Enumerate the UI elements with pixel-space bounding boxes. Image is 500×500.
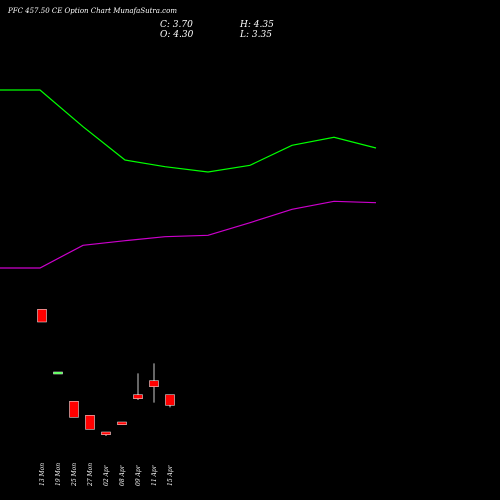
x-tick-label: 15 Apr <box>167 464 174 486</box>
candle-2 <box>53 371 63 375</box>
candle-body <box>85 415 95 430</box>
candle-1 <box>37 309 47 323</box>
low-readout: L: 3.35 <box>240 30 272 40</box>
candle-5 <box>101 431 111 436</box>
high-value: 4.35 <box>253 20 274 30</box>
x-tick-label: 13 Mon <box>39 463 46 486</box>
candle-3 <box>69 401 79 418</box>
x-tick-label: 19 Mon <box>55 463 62 486</box>
high-label: H: <box>240 20 251 30</box>
open-label: O: <box>160 30 171 40</box>
close-label: C: <box>160 20 170 30</box>
open-readout: O: 4.30 <box>160 30 193 40</box>
x-tick-label: 09 Apr <box>135 464 142 486</box>
candle-body <box>133 394 143 399</box>
low-value: 3.35 <box>251 30 272 40</box>
candle-8 <box>149 363 159 403</box>
x-tick-label: 11 Apr <box>151 464 158 486</box>
chart-title: PFC 457.50 CE Option Chart MunafaSutra.c… <box>8 7 177 15</box>
candle-body <box>53 371 63 375</box>
candle-body <box>37 309 47 323</box>
x-tick-label: 02 Apr <box>103 464 110 486</box>
indicator-line-2 <box>0 200 377 269</box>
high-readout: H: 4.35 <box>240 20 274 30</box>
candle-body <box>149 380 159 387</box>
candle-4 <box>85 415 95 430</box>
close-readout: C: 3.70 <box>160 20 193 30</box>
close-value: 3.70 <box>172 20 193 30</box>
candle-body <box>117 421 127 425</box>
indicator-line-1 <box>0 89 377 173</box>
open-value: 4.30 <box>173 30 194 40</box>
candle-6 <box>117 421 127 425</box>
candle-7 <box>133 373 143 400</box>
candle-9 <box>165 394 175 408</box>
candle-body <box>69 401 79 418</box>
x-tick-label: 08 Apr <box>119 464 126 486</box>
candle-body <box>101 431 111 435</box>
candle-body <box>165 394 175 406</box>
x-tick-label: 27 Mon <box>87 463 94 487</box>
x-tick-label: 25 Mon <box>71 463 78 487</box>
low-label: L: <box>240 30 250 40</box>
